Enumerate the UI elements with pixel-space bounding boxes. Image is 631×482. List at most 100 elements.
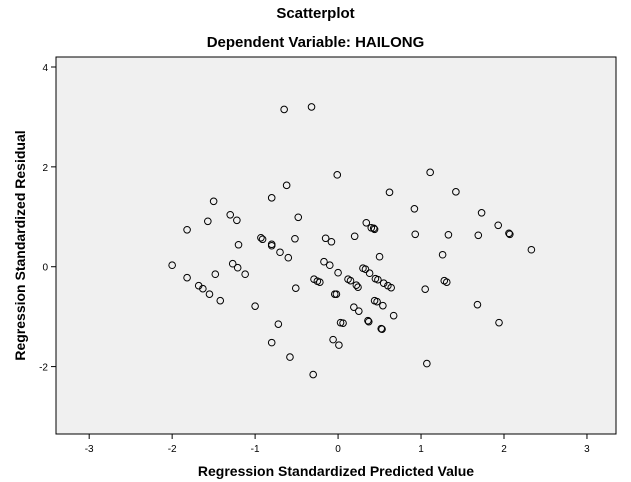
data-point	[387, 283, 395, 292]
y-tick-label: -2	[39, 363, 48, 374]
data-point	[183, 273, 191, 282]
data-point	[205, 290, 214, 298]
data-point	[276, 248, 284, 257]
data-point	[258, 235, 267, 244]
data-point	[209, 197, 218, 206]
data-point	[527, 245, 536, 254]
x-axis-label: Regression Standardized Predicted Value	[198, 463, 474, 479]
data-point	[352, 281, 361, 289]
data-point	[204, 217, 212, 226]
data-point	[267, 194, 276, 202]
data-point	[421, 285, 429, 293]
data-point	[291, 234, 299, 243]
data-point	[211, 270, 220, 279]
data-point	[320, 257, 328, 266]
data-point	[321, 234, 330, 243]
data-point	[369, 224, 378, 233]
x-tick-label: -1	[251, 444, 260, 455]
data-point	[411, 230, 420, 239]
data-point	[362, 218, 371, 227]
data-point	[233, 216, 241, 225]
chart-subtitle: Dependent Variable: HAILONG	[206, 34, 425, 51]
data-point	[257, 233, 265, 242]
data-point	[241, 270, 249, 279]
data-point	[226, 210, 235, 219]
data-point	[307, 103, 316, 111]
data-point	[365, 269, 374, 278]
data-point	[234, 240, 243, 249]
data-point	[506, 230, 514, 239]
data-points	[168, 103, 536, 379]
data-point	[364, 317, 373, 326]
data-point	[199, 284, 207, 293]
data-point	[168, 261, 176, 270]
data-point	[286, 353, 294, 361]
x-tick-label: 2	[501, 444, 507, 455]
data-point	[505, 229, 513, 238]
data-point	[426, 168, 434, 177]
data-point	[282, 181, 291, 190]
data-point	[334, 268, 342, 277]
data-point	[379, 301, 387, 310]
data-point	[346, 276, 355, 285]
data-point	[373, 297, 381, 306]
data-point	[280, 105, 288, 114]
x-tick-label: -3	[85, 444, 94, 455]
data-point	[354, 283, 362, 291]
data-point	[332, 290, 341, 298]
data-point	[361, 265, 370, 274]
data-point	[294, 213, 303, 222]
data-point	[327, 237, 336, 246]
data-point	[355, 307, 363, 315]
data-point	[364, 316, 372, 325]
data-point	[350, 232, 359, 241]
data-point	[374, 275, 382, 284]
chart-title: Scatterplot	[276, 5, 355, 22]
x-tick-label: 1	[418, 444, 424, 455]
data-point	[389, 311, 398, 320]
x-tick-label: 0	[335, 444, 341, 455]
data-point	[309, 370, 317, 379]
data-point	[335, 341, 343, 349]
data-point	[267, 241, 276, 250]
data-point	[473, 300, 482, 309]
data-point	[370, 225, 379, 234]
data-point	[423, 359, 431, 368]
data-point	[379, 279, 388, 288]
data-point	[410, 204, 419, 213]
x-tick-label: 3	[584, 444, 590, 455]
data-point	[474, 231, 483, 240]
data-point	[216, 296, 225, 305]
data-point	[350, 303, 358, 311]
data-point	[325, 261, 334, 270]
y-tick-label: 4	[42, 63, 48, 74]
data-point	[329, 335, 337, 344]
data-point	[477, 208, 486, 217]
data-point	[251, 302, 259, 310]
data-point	[495, 318, 503, 327]
data-point	[385, 188, 394, 197]
x-tick-label: -2	[168, 444, 177, 455]
data-point	[339, 319, 347, 327]
data-point	[228, 259, 237, 268]
data-point	[233, 263, 242, 272]
data-point	[444, 230, 453, 239]
x-axis: -3 -2 -1 0 1 2 3	[85, 434, 590, 455]
y-axis: -2 0 2 4	[39, 63, 56, 374]
data-point	[183, 225, 191, 234]
data-point	[438, 250, 447, 259]
data-point	[284, 253, 293, 262]
y-axis-label: Regression Standardized Residual	[12, 130, 28, 360]
data-point	[274, 320, 283, 328]
data-point	[267, 338, 276, 347]
y-tick-label: 0	[42, 263, 48, 274]
data-point	[494, 221, 502, 230]
data-point	[291, 284, 300, 292]
data-point	[442, 278, 451, 287]
plot-area	[55, 56, 617, 435]
data-point	[375, 252, 384, 261]
data-point	[316, 278, 324, 287]
data-point	[333, 171, 342, 179]
data-point	[452, 188, 460, 196]
